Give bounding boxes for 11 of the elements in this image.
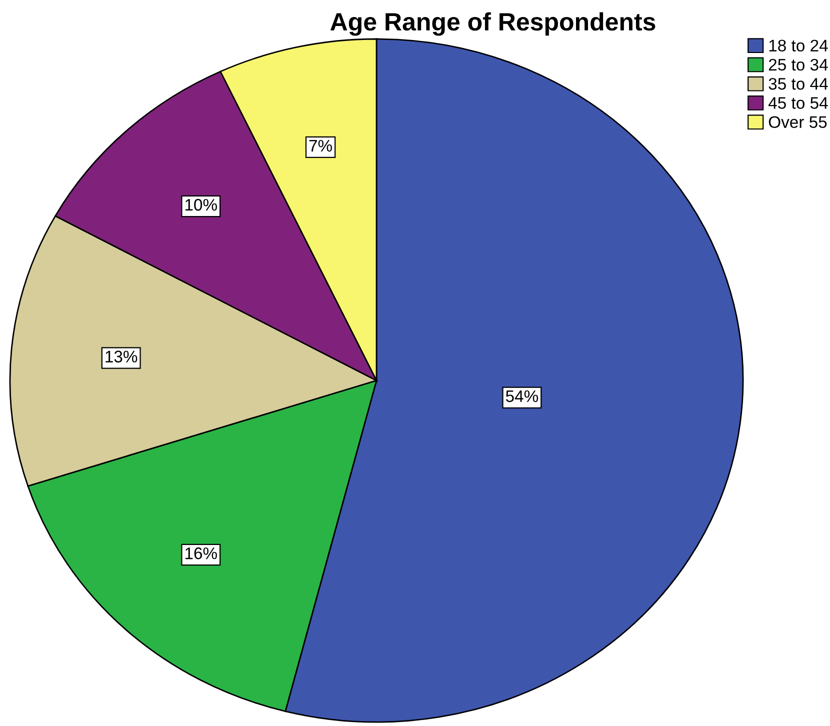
data-label: 16% — [185, 547, 217, 560]
legend-label: 25 to 34 — [768, 58, 828, 71]
legend-label: Over 55 — [768, 116, 827, 128]
data-label: 10% — [185, 198, 217, 211]
data-label: 7% — [309, 140, 332, 152]
chart-title: Age Range of Respondents — [330, 12, 656, 36]
legend-label: 18 to 24 — [769, 40, 828, 52]
legend-label: 45 to 54 — [768, 97, 828, 109]
legend-label: 35 to 44 — [768, 78, 828, 90]
data-label: 13% — [106, 350, 138, 362]
data-label: 54% — [506, 390, 538, 402]
